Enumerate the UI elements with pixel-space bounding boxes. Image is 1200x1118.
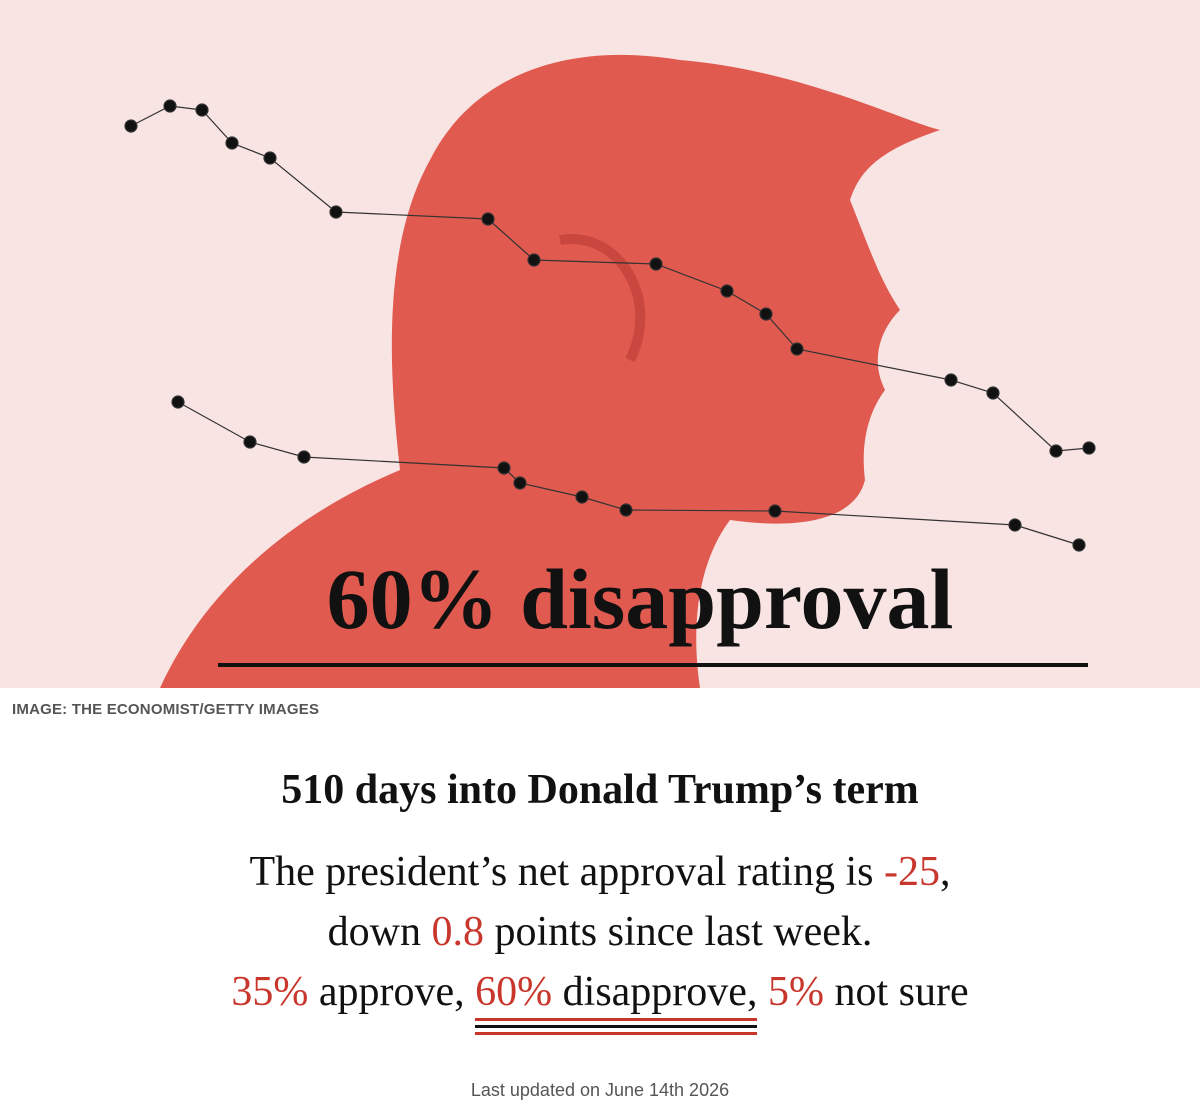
hero-image: 60% disapproval [0,0,1200,688]
portrait-silhouette [160,54,940,688]
highlight-number: -25 [884,849,940,895]
summary-text: , [940,849,951,895]
summary-text: points since last week. [483,909,873,955]
article-title: 510 days into Donald Trump’s term [281,767,919,813]
updated-date: Last updated on June 14th 2026 [470,1080,730,1100]
summary-text: not sure [823,969,969,1015]
highlight-number: 0.8 [431,909,484,955]
summary-line: 35% approve, 60% disapprove, 5% not sure [0,962,1200,1022]
portrait-ear [559,234,646,363]
summary-line: The president’s net approval rating is -… [0,842,1200,902]
highlight-number: 60% [475,969,553,1037]
summary-text: approve, [308,969,476,1015]
highlight-number: 5% [767,969,824,1015]
summary-line: down 0.8 points since last week. [0,902,1200,962]
article-summary: The president’s net approval rating is -… [0,842,1200,1022]
image-credit: IMAGE: THE ECONOMIST/GETTY IMAGES [12,701,320,718]
decorative-lines [124,99,1096,552]
summary-text: disapprove, [552,969,758,1037]
highlight-number: 35% [231,969,309,1015]
summary-text [757,969,768,1015]
summary-text: down [327,909,432,955]
summary-text: The president’s net approval rating is [249,849,884,895]
overlay-headline: 60% disapproval [327,551,954,647]
